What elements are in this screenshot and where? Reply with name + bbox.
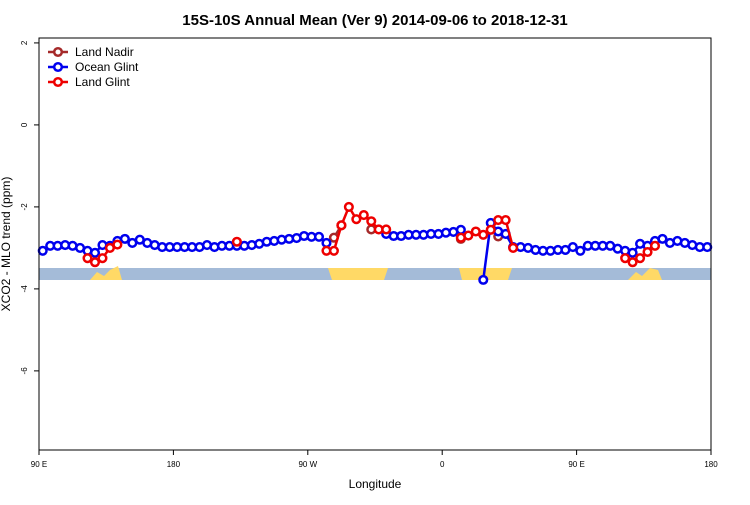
land-area bbox=[328, 268, 388, 280]
land-ocean-band bbox=[39, 266, 711, 280]
data-point bbox=[37, 245, 48, 256]
y-tick-label: -4 bbox=[20, 285, 29, 293]
legend-marker bbox=[52, 61, 64, 73]
data-point bbox=[627, 247, 638, 258]
data-point bbox=[455, 224, 466, 235]
data-point bbox=[89, 247, 101, 258]
data-point bbox=[620, 253, 631, 264]
x-tick-label: 180 bbox=[167, 460, 181, 469]
chart-title: 15S-10S Annual Mean (Ver 9) 2014-09-06 t… bbox=[182, 12, 567, 29]
data-point bbox=[567, 242, 578, 253]
data-point bbox=[657, 233, 668, 244]
legend-label: Land Glint bbox=[75, 75, 130, 89]
x-tick-label: 90 E bbox=[31, 460, 47, 469]
data-point bbox=[82, 253, 93, 264]
data-point bbox=[119, 233, 130, 244]
y-tick-label: 2 bbox=[20, 40, 29, 45]
legend-marker bbox=[52, 46, 64, 58]
legend-label: Ocean Glint bbox=[75, 60, 139, 74]
land-area bbox=[90, 266, 122, 280]
legend-label: Land Nadir bbox=[75, 45, 134, 59]
data-point bbox=[463, 230, 474, 241]
data-point bbox=[313, 231, 325, 242]
x-tick-label: 90 E bbox=[568, 460, 584, 469]
plot-frame bbox=[38, 37, 712, 451]
plot bbox=[37, 201, 713, 285]
data-point bbox=[89, 257, 101, 268]
data-point bbox=[500, 214, 511, 226]
x-axis-label: Longitude bbox=[349, 477, 402, 491]
data-point bbox=[649, 240, 661, 251]
data-point bbox=[642, 246, 653, 258]
data-point bbox=[575, 245, 586, 256]
legend-marker bbox=[52, 76, 64, 88]
data-point bbox=[343, 201, 354, 212]
data-point bbox=[328, 245, 339, 256]
data-point bbox=[231, 236, 242, 247]
data-point bbox=[321, 237, 332, 249]
data-point bbox=[508, 242, 519, 253]
y-tick-label: 0 bbox=[20, 122, 29, 127]
data-point bbox=[112, 239, 123, 250]
data-point bbox=[366, 216, 377, 227]
x-tick-label: 90 W bbox=[298, 460, 317, 469]
x-tick-label: 0 bbox=[440, 460, 445, 469]
land-area bbox=[459, 268, 512, 280]
y-tick-label: -2 bbox=[20, 203, 29, 211]
y-axis-label: XCO2 - MLO trend (ppm) bbox=[0, 177, 13, 312]
data-point bbox=[635, 253, 646, 264]
data-point bbox=[336, 220, 347, 231]
data-point bbox=[351, 214, 362, 225]
land-area bbox=[628, 268, 662, 280]
data-point bbox=[97, 253, 108, 264]
data-point bbox=[478, 229, 489, 240]
data-point bbox=[358, 210, 369, 221]
x-tick-label: 180 bbox=[704, 460, 718, 469]
y-tick-label: -6 bbox=[20, 367, 29, 375]
data-point bbox=[478, 274, 489, 285]
data-point bbox=[627, 257, 638, 268]
data-point bbox=[702, 242, 713, 253]
data-point bbox=[381, 224, 392, 235]
data-point bbox=[485, 224, 496, 235]
